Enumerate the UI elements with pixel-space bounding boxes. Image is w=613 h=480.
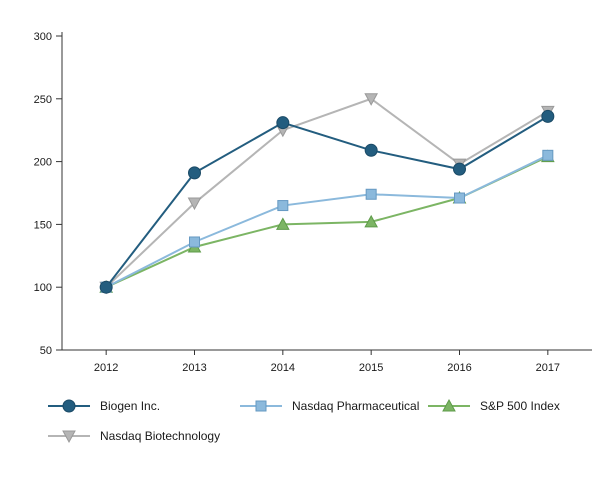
legend-label: S&P 500 Index [480,399,560,413]
svg-text:300: 300 [34,31,52,43]
svg-text:2014: 2014 [271,362,295,374]
svg-text:200: 200 [34,157,52,169]
svg-text:2017: 2017 [536,362,560,374]
svg-text:250: 250 [34,94,52,106]
svg-text:50: 50 [40,345,52,357]
triangle-up-marker-icon [428,398,470,412]
svg-text:150: 150 [34,219,52,231]
stock-performance-chart: 50 100 150 200 250 300 2012 2013 2014 2015 2016 201… [34,31,592,374]
svg-text:2012: 2012 [94,362,118,374]
svg-text:2015: 2015 [359,362,383,374]
chart-legend: Biogen Inc. Nasdaq Pharmaceutical S&P 500 … [46,398,596,444]
legend-item-nasdaq-pharmaceutical: Nasdaq Pharmaceutical [238,398,426,414]
legend-item-s-p-500-index: S&P 500 Index [426,398,596,414]
svg-text:2013: 2013 [182,362,206,374]
svg-text:100: 100 [34,282,52,294]
legend-label: Nasdaq Pharmaceutical [292,399,420,413]
triangle-down-marker-icon [48,430,90,444]
legend-label: Biogen Inc. [100,399,161,413]
circle-marker-icon [48,399,90,413]
chart-container: 50 100 150 200 250 300 2012 2013 2014 2015 2016 201… [34,31,592,374]
square-marker-icon [240,400,282,412]
svg-text:2016: 2016 [447,362,471,374]
legend-item-nasdaq-biotechnology: Nasdaq Biotechnology [46,428,238,444]
legend-label: Nasdaq Biotechnology [100,429,221,443]
legend-item-biogen-inc: Biogen Inc. [46,398,238,414]
